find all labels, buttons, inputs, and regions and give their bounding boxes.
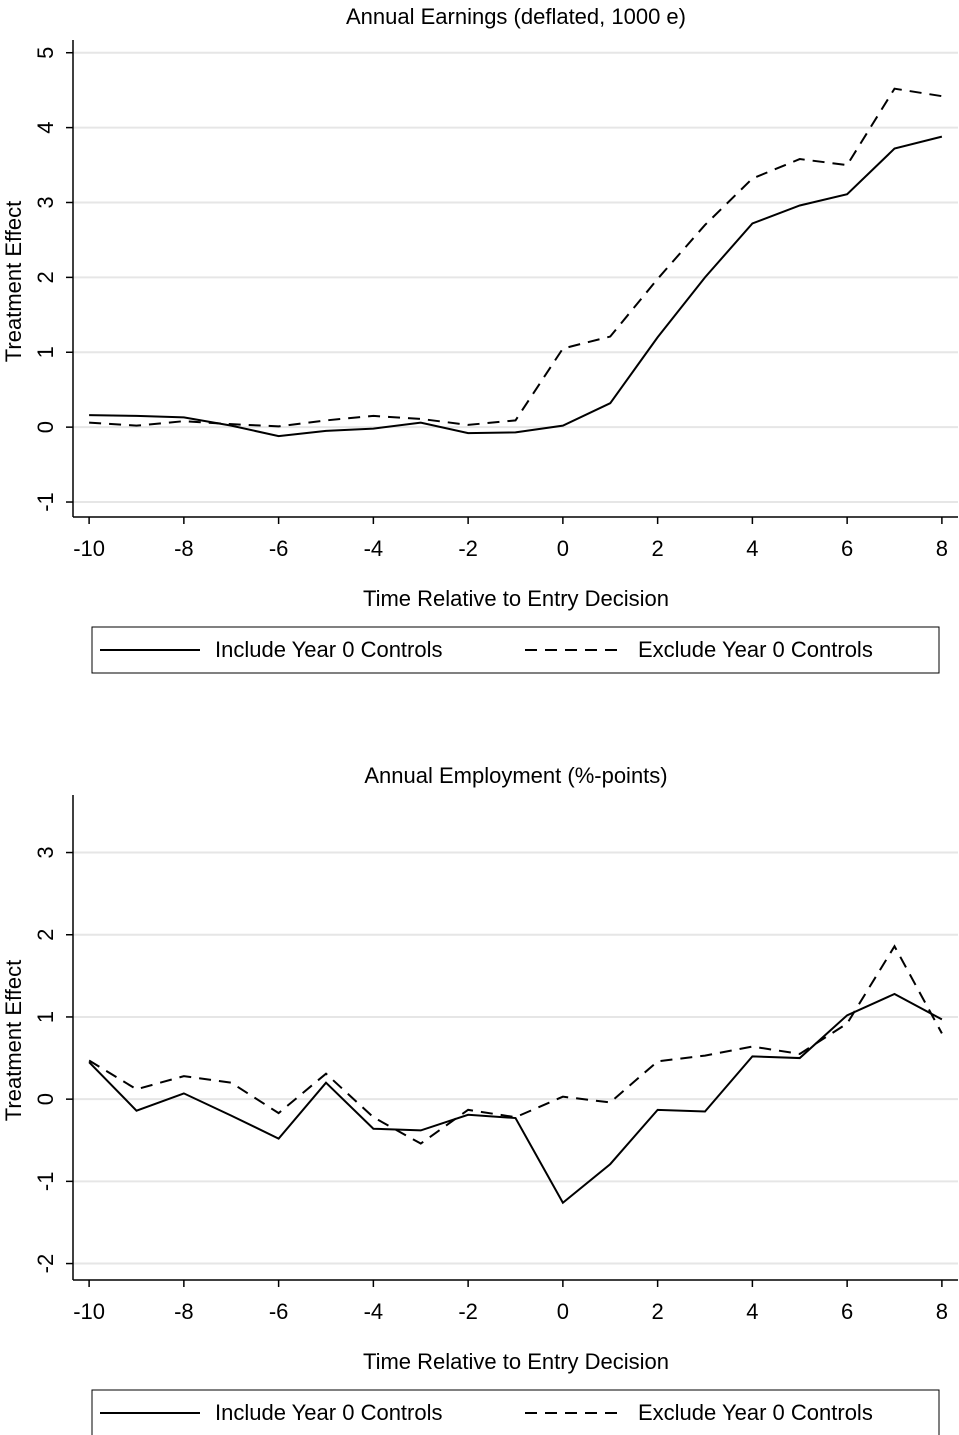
y-tick-label: -2 bbox=[33, 1254, 58, 1274]
x-tick-label: 0 bbox=[557, 536, 569, 561]
x-tick-label: 8 bbox=[936, 1299, 948, 1324]
data-line bbox=[89, 87, 943, 428]
chart-title: Annual Employment (%-points) bbox=[364, 763, 667, 788]
y-tick-label: 1 bbox=[33, 346, 58, 358]
x-tick-label: 4 bbox=[746, 1299, 758, 1324]
x-tick-label: 6 bbox=[841, 536, 853, 561]
y-tick-label: -1 bbox=[33, 1172, 58, 1192]
x-tick-label: 0 bbox=[557, 1299, 569, 1324]
y-tick-label: 2 bbox=[33, 271, 58, 283]
x-tick-label: -10 bbox=[73, 536, 105, 561]
x-tick-label: -2 bbox=[458, 536, 478, 561]
y-tick-label: 2 bbox=[33, 929, 58, 941]
legend-label: Include Year 0 Controls bbox=[215, 1400, 443, 1425]
legend-label: Exclude Year 0 Controls bbox=[638, 637, 873, 662]
x-tick-label: 8 bbox=[936, 536, 948, 561]
x-tick-label: -4 bbox=[364, 1299, 384, 1324]
y-axis-label: Treatment Effect bbox=[1, 201, 26, 362]
legend-box bbox=[91, 626, 940, 674]
x-tick-label: -6 bbox=[269, 1299, 289, 1324]
legend-box bbox=[91, 1389, 940, 1435]
data-line bbox=[89, 135, 943, 438]
y-tick-label: 4 bbox=[33, 121, 58, 133]
x-tick-label: 2 bbox=[652, 1299, 664, 1324]
y-tick-label: 3 bbox=[33, 846, 58, 858]
x-tick-label: 6 bbox=[841, 1299, 853, 1324]
y-tick-label: 3 bbox=[33, 196, 58, 208]
chart-title: Annual Earnings (deflated, 1000 e) bbox=[346, 4, 686, 29]
data-line bbox=[88, 992, 943, 1205]
legend-label: Exclude Year 0 Controls bbox=[638, 1400, 873, 1425]
data-line bbox=[88, 944, 943, 1145]
y-tick-label: 0 bbox=[33, 421, 58, 433]
x-axis-label: Time Relative to Entry Decision bbox=[363, 586, 669, 611]
x-tick-label: -8 bbox=[174, 536, 194, 561]
x-tick-label: -4 bbox=[364, 536, 384, 561]
x-axis-label: Time Relative to Entry Decision bbox=[363, 1349, 669, 1374]
y-tick-label: 1 bbox=[33, 1011, 58, 1023]
legend-label: Include Year 0 Controls bbox=[215, 637, 443, 662]
x-tick-label: -6 bbox=[269, 536, 289, 561]
x-tick-label: -10 bbox=[73, 1299, 105, 1324]
x-tick-label: 2 bbox=[652, 536, 664, 561]
y-tick-label: 5 bbox=[33, 47, 58, 59]
y-tick-label: 0 bbox=[33, 1093, 58, 1105]
y-axis-label: Treatment Effect bbox=[1, 960, 26, 1121]
x-tick-label: -2 bbox=[458, 1299, 478, 1324]
x-tick-label: -8 bbox=[174, 1299, 194, 1324]
x-tick-label: 4 bbox=[746, 536, 758, 561]
y-tick-label: -1 bbox=[33, 492, 58, 512]
